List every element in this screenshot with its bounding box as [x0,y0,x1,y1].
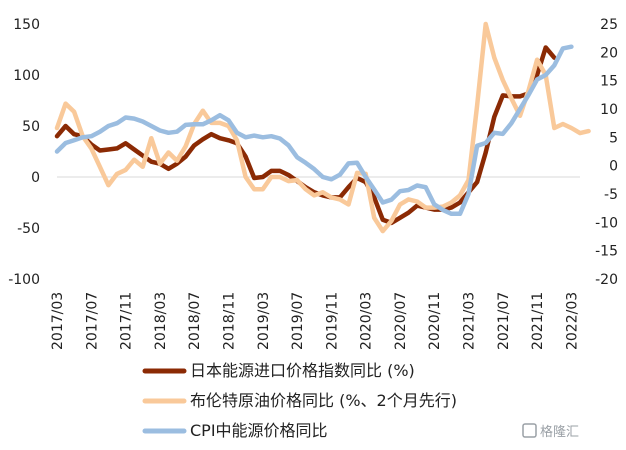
x-tick-label: 2020/11 [427,292,443,350]
y-left-tick-label: 100 [13,68,40,84]
x-tick-label: 2018/07 [187,292,203,350]
series-line-2 [54,21,591,234]
right-axis-ticks: -20 -15 -10 -5 0 5 10 15 20 25 [595,17,618,288]
y-right-tick-label: 0 [609,159,618,175]
x-tick-label: 2018/11 [221,292,237,350]
left-axis-ticks: -100 -50 0 50 100 150 [8,17,40,288]
x-tick-label: 2022/03 [564,292,580,350]
y-left-tick-label: 50 [22,119,40,135]
y-right-tick-label: 10 [600,102,618,118]
y-left-tick-label: -50 [17,221,40,237]
watermark-text: 格隆汇 [540,424,579,440]
y-right-tick-label: 25 [600,17,618,33]
x-tick-label: 2017/11 [119,292,135,350]
x-tick-label: 2017/07 [84,292,100,350]
y-left-tick-label: 150 [13,17,40,33]
x-axis-ticks: 2017/03 2017/07 2017/11 2018/03 2018/07 2018/… [50,292,580,350]
legend-label-3: CPI中能源价格同比 [190,421,328,440]
y-right-tick-label: -15 [595,244,618,260]
legend-label-2: 布伦特原油价格同比 (%、2个月先行) [190,391,457,410]
legend-label-1: 日本能源进口价格指数同比 (%) [190,361,415,380]
y-right-tick-label: -20 [595,272,618,288]
y-right-tick-label: 20 [600,45,618,61]
x-tick-label: 2021/07 [496,292,512,350]
y-left-tick-label: -100 [8,272,40,288]
x-tick-label: 2021/11 [530,292,546,350]
x-tick-label: 2021/03 [462,292,478,350]
series-lines [54,21,591,234]
x-tick-label: 2019/03 [256,292,272,350]
y-right-tick-label: 5 [609,130,618,146]
legend: 日本能源进口价格指数同比 (%) 布伦特原油价格同比 (%、2个月先行) CPI中能… [142,361,457,440]
x-tick-label: 2019/11 [324,292,340,350]
y-right-tick-label: 15 [600,74,618,90]
watermark: 格隆汇 [522,423,579,440]
x-tick-label: 2019/07 [290,292,306,350]
y-right-tick-label: -5 [604,187,618,203]
x-tick-label: 2018/03 [153,292,169,350]
x-tick-label: 2017/03 [50,292,66,350]
x-tick-label: 2020/03 [359,292,375,350]
series-line-3 [54,44,574,217]
x-tick-label: 2020/07 [393,292,409,350]
y-left-tick-label: 0 [31,170,40,186]
watermark-logo-icon [522,423,537,438]
y-right-tick-label: -10 [595,215,618,231]
